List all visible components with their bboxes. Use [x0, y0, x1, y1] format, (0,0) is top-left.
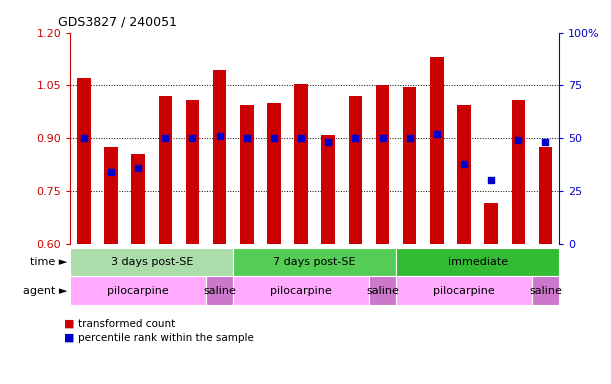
- Bar: [213, 70, 227, 244]
- Bar: [403, 87, 417, 244]
- Bar: [321, 135, 335, 244]
- Text: agent ►: agent ►: [23, 286, 67, 296]
- Text: 3 days post-SE: 3 days post-SE: [111, 257, 193, 267]
- Point: [133, 165, 143, 171]
- Bar: [539, 147, 552, 244]
- Text: pilocarpine: pilocarpine: [108, 286, 169, 296]
- Text: pilocarpine: pilocarpine: [270, 286, 332, 296]
- Bar: [70, 276, 206, 305]
- Point: [486, 177, 496, 184]
- Text: 7 days post-SE: 7 days post-SE: [273, 257, 356, 267]
- Bar: [532, 276, 559, 305]
- Text: ■: ■: [64, 333, 75, 343]
- Point: [513, 137, 523, 143]
- Bar: [396, 276, 532, 305]
- Bar: [295, 84, 308, 244]
- Bar: [396, 248, 559, 276]
- Bar: [186, 99, 199, 244]
- Bar: [457, 105, 471, 244]
- Point: [161, 135, 170, 141]
- Text: ■: ■: [64, 319, 75, 329]
- Bar: [104, 147, 118, 244]
- Text: saline: saline: [203, 286, 236, 296]
- Bar: [376, 85, 389, 244]
- Point: [459, 161, 469, 167]
- Point: [541, 139, 551, 146]
- Bar: [240, 105, 254, 244]
- Bar: [485, 204, 498, 244]
- Point: [106, 169, 116, 175]
- Bar: [77, 78, 90, 244]
- Bar: [158, 96, 172, 244]
- Point: [242, 135, 252, 141]
- Point: [269, 135, 279, 141]
- Text: pilocarpine: pilocarpine: [433, 286, 495, 296]
- Text: saline: saline: [529, 286, 562, 296]
- Bar: [233, 248, 396, 276]
- Point: [296, 135, 306, 141]
- Text: time ►: time ►: [30, 257, 67, 267]
- Bar: [267, 103, 280, 244]
- Point: [405, 135, 415, 141]
- Point: [188, 135, 197, 141]
- Point: [351, 135, 360, 141]
- Bar: [430, 57, 444, 244]
- Bar: [206, 276, 233, 305]
- Text: saline: saline: [366, 286, 399, 296]
- Bar: [70, 248, 233, 276]
- Bar: [131, 154, 145, 244]
- Text: GDS3827 / 240051: GDS3827 / 240051: [58, 16, 177, 29]
- Text: immediate: immediate: [447, 257, 508, 267]
- Point: [214, 133, 224, 139]
- Point: [323, 139, 333, 146]
- Bar: [349, 96, 362, 244]
- Text: percentile rank within the sample: percentile rank within the sample: [78, 333, 254, 343]
- Bar: [369, 276, 396, 305]
- Point: [432, 131, 442, 137]
- Point: [378, 135, 387, 141]
- Bar: [511, 99, 525, 244]
- Point: [79, 135, 89, 141]
- Text: transformed count: transformed count: [78, 319, 175, 329]
- Bar: [233, 276, 369, 305]
